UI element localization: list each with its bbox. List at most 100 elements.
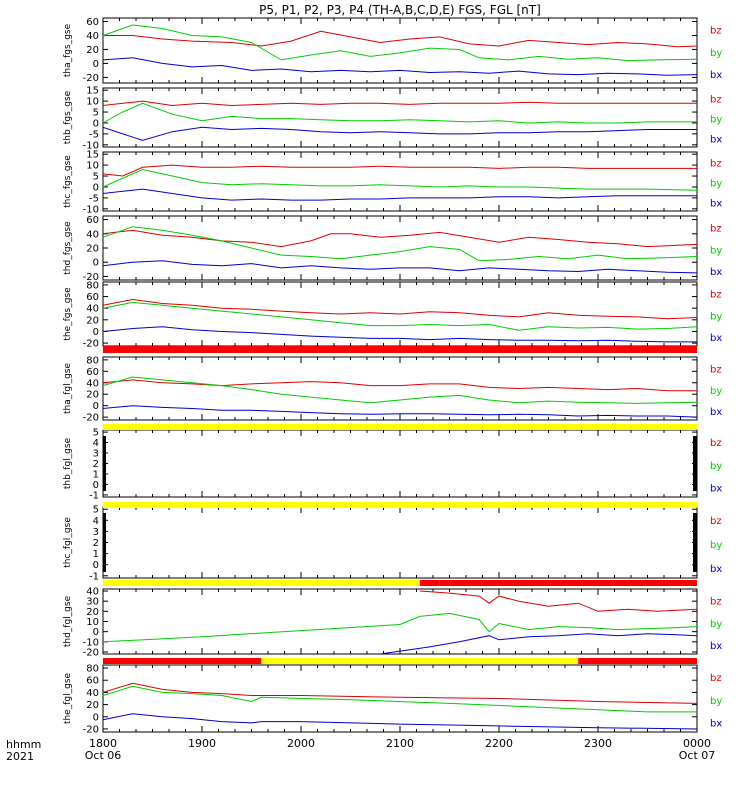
y-tick-label: 4 bbox=[93, 438, 99, 449]
series-bz bbox=[102, 682, 698, 704]
y-tick-label: 20 bbox=[86, 315, 99, 326]
legend-bx: bx bbox=[710, 641, 722, 652]
y-tick-label: 0 bbox=[93, 712, 99, 723]
legend-by: by bbox=[710, 696, 722, 707]
legend-bx: bx bbox=[710, 484, 722, 495]
panel-ylabel: thc_fgs_gse bbox=[63, 155, 73, 208]
y-tick-label: 20 bbox=[86, 45, 99, 56]
panel-ylabel: tha_fgs_gse bbox=[63, 23, 73, 77]
y-tick-label: 80 bbox=[86, 664, 99, 675]
panel-ylabel: tha_fgl_gse bbox=[63, 363, 73, 415]
legend-bz: bz bbox=[710, 95, 722, 106]
y-tick-label: -5 bbox=[89, 193, 99, 204]
series-by bbox=[102, 301, 698, 331]
x-tick-label: 2300 bbox=[584, 737, 612, 750]
y-tick-label: 0 bbox=[93, 182, 99, 193]
y-tick-label: 20 bbox=[86, 244, 99, 255]
status-bar-segment bbox=[261, 658, 579, 664]
legend-bx: bx bbox=[710, 135, 722, 146]
series-bx bbox=[380, 633, 698, 655]
y-tick-label: 3 bbox=[93, 527, 99, 538]
y-tick-label: 60 bbox=[86, 676, 99, 687]
status-bar-segment bbox=[103, 658, 262, 664]
y-tick-label: 10 bbox=[86, 161, 99, 172]
series-bz bbox=[102, 229, 698, 248]
edge-marker bbox=[103, 513, 106, 572]
y-tick-label: -10 bbox=[83, 140, 99, 151]
status-bar-segment bbox=[103, 580, 420, 586]
y-tick-label: 3 bbox=[93, 449, 99, 460]
y-tick-label: -10 bbox=[83, 637, 99, 648]
legend-by: by bbox=[710, 311, 722, 322]
y-tick-label: 0 bbox=[93, 627, 99, 638]
y-tick-label: 20 bbox=[86, 390, 99, 401]
y-tick-label: 4 bbox=[93, 516, 99, 527]
y-tick-label: -20 bbox=[83, 272, 99, 283]
panel-frame bbox=[102, 215, 698, 281]
y-tick-label: 0 bbox=[93, 59, 99, 70]
status-bar-segment bbox=[419, 580, 440, 586]
status-bar-segment bbox=[103, 424, 697, 430]
legend-bz: bz bbox=[710, 26, 722, 37]
y-tick-label: 60 bbox=[86, 17, 99, 28]
legend-by: by bbox=[710, 540, 722, 551]
y-tick-label: -5 bbox=[89, 129, 99, 140]
legend-by: by bbox=[710, 115, 722, 126]
panel-ylabel: thb_fgl_gse bbox=[63, 437, 73, 489]
series-bx bbox=[102, 126, 697, 141]
panel-ylabel: the_fgs_gse bbox=[63, 287, 73, 341]
y-tick-label: 20 bbox=[86, 700, 99, 711]
y-tick-label: -20 bbox=[83, 647, 99, 658]
status-bar-segment bbox=[439, 580, 697, 586]
panel-frame bbox=[102, 356, 698, 421]
legend-bx: bx bbox=[710, 267, 722, 278]
y-tick-label: 0 bbox=[93, 118, 99, 129]
y-tick-label: -1 bbox=[89, 490, 99, 501]
y-tick-label: 40 bbox=[86, 304, 99, 315]
legend-bz: bz bbox=[710, 159, 722, 170]
y-tick-label: 60 bbox=[86, 215, 99, 226]
y-tick-label: 1 bbox=[93, 469, 99, 480]
x-tick-label: 1800 bbox=[89, 737, 117, 750]
series-bz bbox=[102, 298, 698, 320]
panel-ylabel: thd_fgs_gse bbox=[63, 221, 73, 275]
x-axis-label-year: 2021 bbox=[6, 750, 34, 763]
series-by bbox=[102, 685, 697, 713]
y-tick-label: 40 bbox=[86, 31, 99, 42]
panel-frame bbox=[102, 429, 698, 498]
panel-ylabel: thb_fgs_gse bbox=[63, 90, 73, 144]
x-axis-label-hhmm: hhmm bbox=[6, 738, 41, 751]
panel-frame bbox=[102, 588, 698, 655]
x-tick-label: 0000 bbox=[683, 737, 711, 750]
legend-bz: bz bbox=[710, 597, 722, 608]
series-by bbox=[102, 226, 698, 262]
panel-ylabel: thd_fgl_gse bbox=[63, 595, 73, 647]
legend-by: by bbox=[710, 461, 722, 472]
legend-bz: bz bbox=[710, 516, 722, 527]
y-tick-label: 80 bbox=[86, 355, 99, 366]
y-tick-label: 2 bbox=[93, 459, 99, 470]
y-tick-label: 0 bbox=[93, 401, 99, 412]
series-by bbox=[102, 168, 698, 191]
panel-frame bbox=[102, 664, 698, 733]
series-by bbox=[102, 24, 698, 62]
y-tick-label: -1 bbox=[89, 571, 99, 582]
y-tick-label: 80 bbox=[86, 280, 99, 291]
y-tick-label: 15 bbox=[86, 150, 99, 161]
series-bz bbox=[103, 30, 698, 48]
series-bx bbox=[102, 405, 698, 418]
panel-frame bbox=[102, 506, 698, 579]
y-tick-label: 5 bbox=[93, 172, 99, 183]
y-tick-label: -10 bbox=[83, 204, 99, 215]
legend-bz: bz bbox=[710, 673, 722, 684]
legend-bx: bx bbox=[710, 719, 722, 730]
series-bz bbox=[102, 164, 697, 177]
panel-ylabel: thc_fgl_gse bbox=[63, 517, 73, 568]
